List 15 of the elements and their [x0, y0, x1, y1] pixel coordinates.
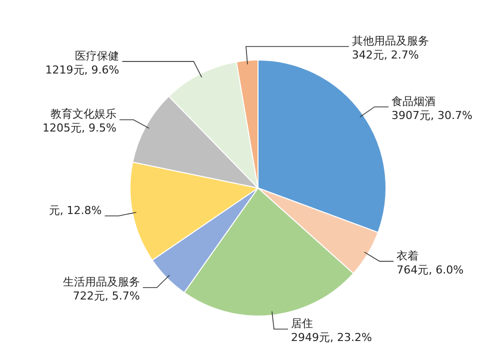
data-label: 764元, 6.0%	[396, 263, 464, 276]
data-label: 722元, 5.7%	[72, 290, 140, 303]
slice-label: 其他用品及服务	[352, 34, 429, 48]
slice-label: 医疗保健	[75, 49, 120, 62]
data-label: 元, 12.8%	[48, 204, 102, 217]
slice-label: 食品烟酒	[392, 94, 436, 108]
data-label: 1219元, 9.6%	[45, 63, 120, 76]
data-label: 3907元, 30.7%	[392, 108, 472, 122]
data-label: 1205元, 9.5%	[42, 122, 116, 135]
slice-label: 教育文化娱乐	[50, 108, 116, 121]
slice-label: 生活用品及服务	[62, 276, 140, 289]
data-label: 2949元, 23.2%	[290, 331, 372, 344]
data-label: 342元, 2.7%	[352, 48, 419, 62]
slice-label: 衣着	[396, 249, 419, 262]
slice-label: 居住	[290, 317, 313, 330]
